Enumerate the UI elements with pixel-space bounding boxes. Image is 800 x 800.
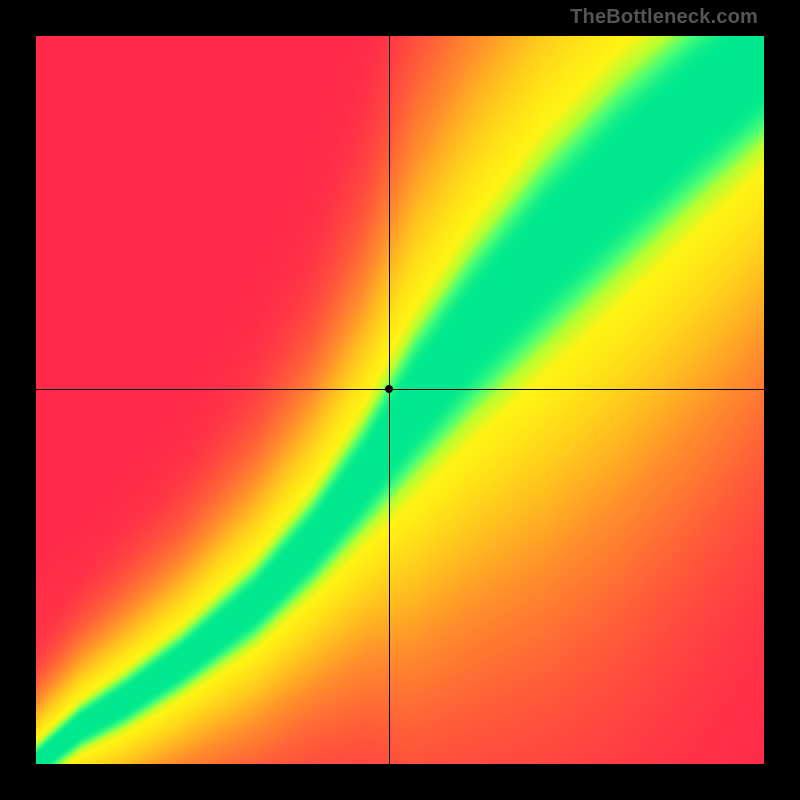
selection-marker	[385, 385, 393, 393]
watermark-text: TheBottleneck.com	[570, 6, 758, 29]
heatmap-canvas	[36, 36, 764, 764]
outer-frame: TheBottleneck.com	[0, 0, 800, 800]
crosshair-horizontal	[36, 389, 764, 390]
crosshair-vertical	[389, 36, 390, 764]
plot-area	[36, 36, 764, 764]
